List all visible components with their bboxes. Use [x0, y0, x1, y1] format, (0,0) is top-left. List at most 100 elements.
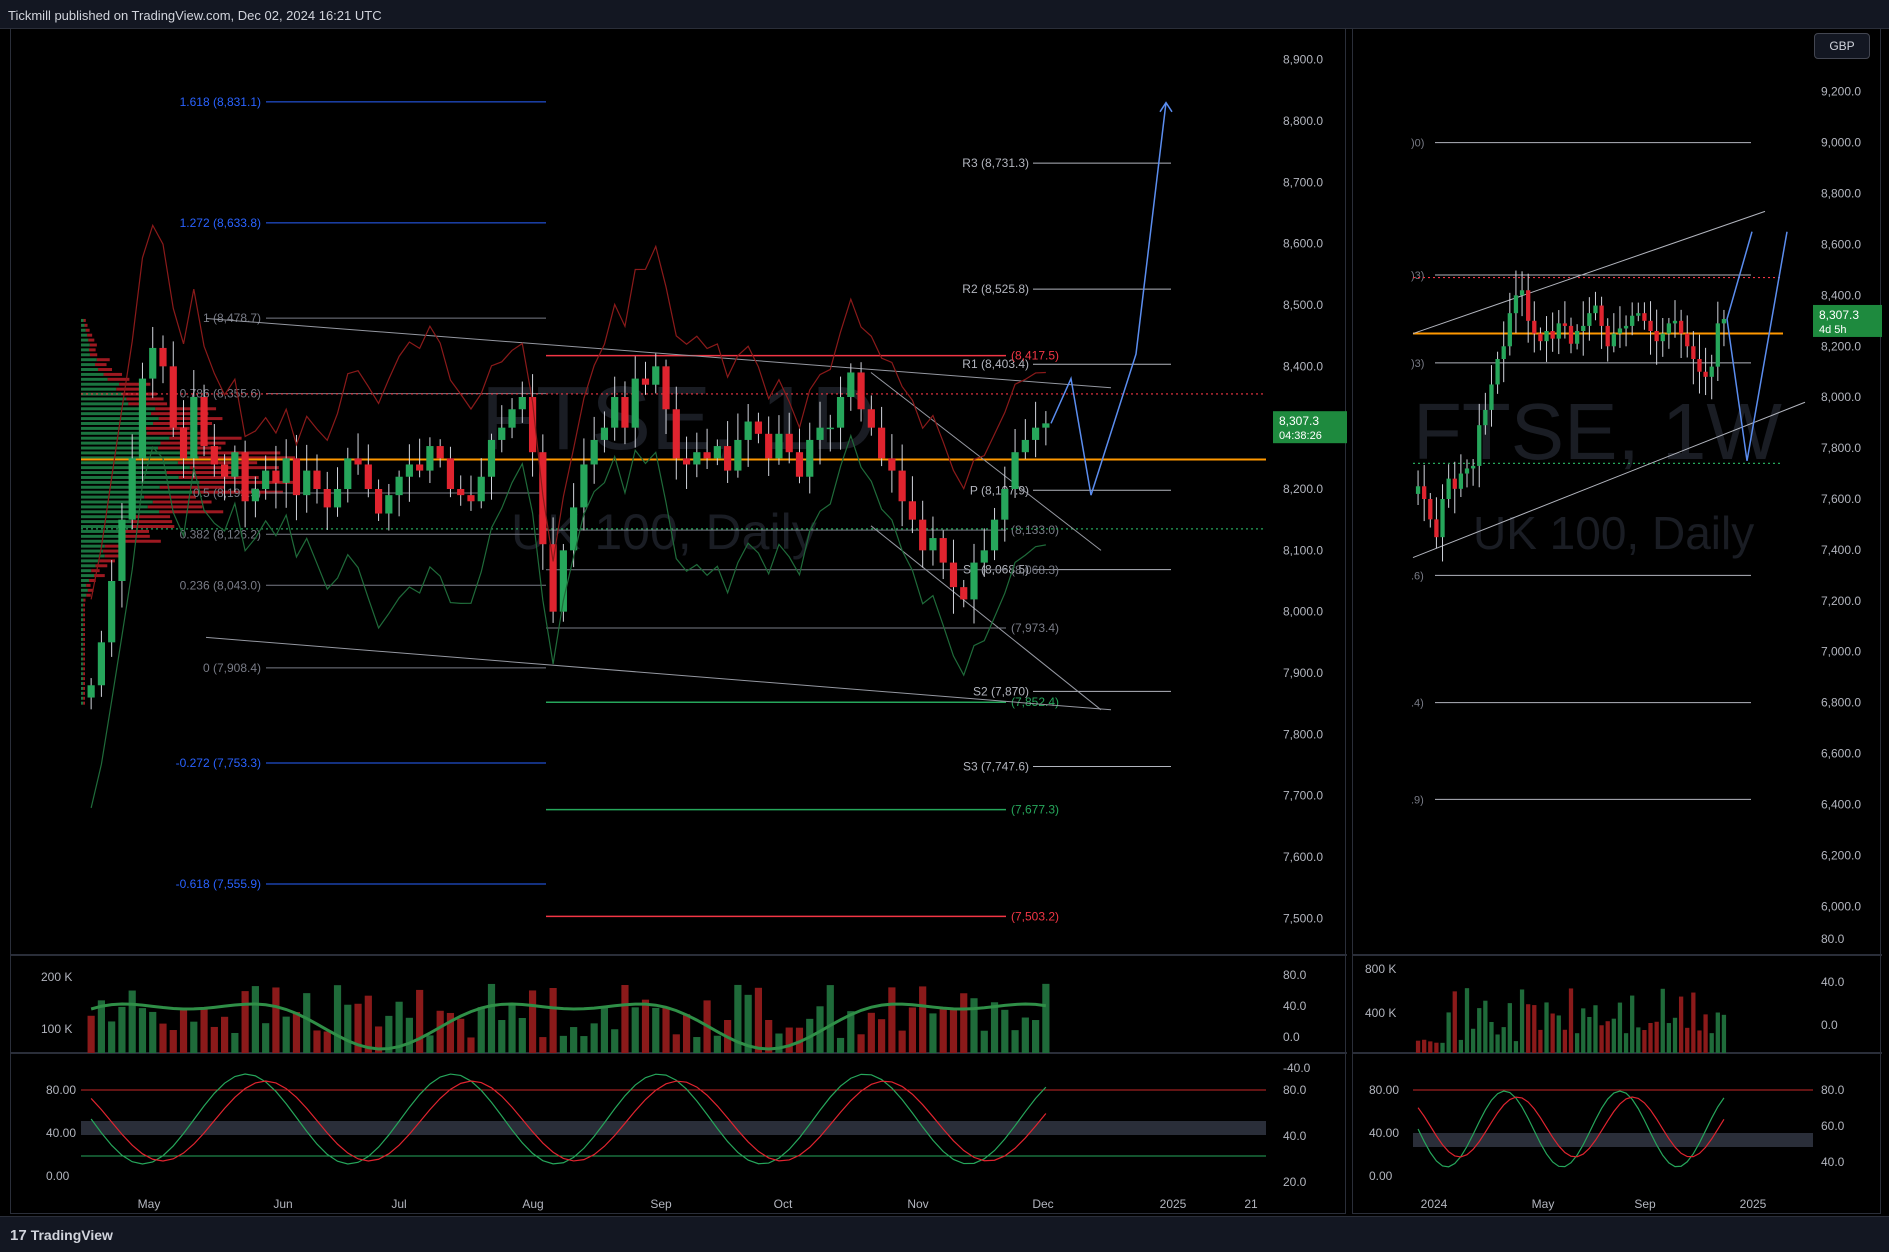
volume-profile-bar — [124, 539, 161, 543]
candle-body — [395, 476, 403, 496]
volume-bar — [333, 985, 342, 1053]
candle-body — [724, 446, 732, 471]
volume-bar — [1415, 1040, 1421, 1053]
time-axis-label: Dec — [1032, 1197, 1053, 1211]
weekly-chart-svg[interactable]: FTSE, 1W UK 100, Daily 9,200.0 9,000.0 8,800… — [1353, 29, 1882, 1215]
candle-body — [97, 642, 105, 686]
price-axis-label: 7,800.0 — [1283, 727, 1323, 741]
volume-profile-bar — [104, 554, 125, 558]
candle-body — [1666, 323, 1672, 334]
volume-bar — [1672, 1017, 1678, 1053]
volume-bar — [374, 1026, 383, 1053]
volume-bar — [898, 1030, 906, 1053]
level-label: (8,068.3) — [1011, 563, 1059, 577]
volume-bar — [693, 1037, 701, 1053]
volume-bar — [1703, 1014, 1708, 1053]
pivot-level-label: P (8,197.9) — [970, 483, 1029, 497]
volume-profile-bar — [81, 618, 84, 622]
candle-body — [1617, 328, 1623, 334]
volume-bar — [1464, 988, 1470, 1053]
projection-path — [1726, 231, 1753, 320]
pivot-level-label: R1 (8,403.4) — [962, 357, 1029, 371]
volume-profile-bar — [103, 372, 123, 376]
volume-bar — [1501, 1027, 1506, 1053]
price-axis-label: 6,800.0 — [1821, 696, 1861, 710]
volume-bar — [1550, 1013, 1555, 1053]
volume-bar — [1519, 989, 1525, 1053]
volume-bar — [1605, 1021, 1610, 1053]
volume-bar — [87, 1015, 95, 1053]
volume-bar — [775, 1033, 783, 1053]
volume-bar — [929, 1013, 937, 1053]
volume-profile-bar — [178, 475, 259, 479]
volume-bar — [1623, 1033, 1629, 1053]
volume-profile-bar — [81, 667, 84, 671]
candle-body — [1654, 331, 1659, 342]
candle-body — [590, 439, 598, 465]
candle-body — [374, 489, 383, 514]
volume-profile-bar — [89, 343, 97, 347]
volume-profile-bar — [81, 608, 84, 612]
fib-level-label: 0 (7,908.4) — [203, 661, 261, 675]
volume-bar — [960, 993, 968, 1053]
candle-body — [744, 421, 752, 440]
candle-body — [806, 439, 814, 477]
volume-bar — [1581, 1008, 1586, 1053]
currency-button[interactable]: GBP — [1814, 33, 1870, 59]
tradingview-logo[interactable]: 17 TradingView — [10, 1227, 113, 1244]
candle-body — [333, 489, 342, 508]
volume-bar — [436, 1010, 444, 1053]
candle-body — [1593, 305, 1598, 314]
volume-bar — [528, 990, 537, 1053]
candle-body — [1464, 468, 1470, 474]
time-axis-label: 21 — [1244, 1197, 1258, 1211]
volume-bar — [641, 999, 650, 1053]
time-axis-label: 2025 — [1160, 1197, 1187, 1211]
volume-bar — [241, 991, 249, 1053]
volume-profile-bar — [81, 358, 97, 362]
volume-bar — [1434, 1042, 1439, 1053]
daily-chart-panel[interactable]: FTSE, 1D UK 100, Daily 8,900.0 8,800.0 8,700… — [10, 28, 1347, 1215]
volume-profile-bar — [81, 642, 84, 646]
candle-body — [611, 397, 619, 428]
candle-body — [1001, 489, 1009, 520]
candle-body — [1556, 323, 1561, 339]
volume-bar — [231, 1032, 239, 1053]
volume-profile-bar — [81, 495, 145, 499]
volume-profile-bar — [95, 564, 108, 568]
volume-axis-label: 200 K — [41, 970, 72, 984]
candle-body — [1440, 499, 1445, 538]
volume-bar — [1483, 1000, 1488, 1053]
volume-profile-bar — [166, 471, 237, 475]
candle-body — [1574, 331, 1580, 344]
level-label: (7,973.4) — [1011, 621, 1059, 635]
volume-bar — [313, 1030, 321, 1053]
volume-profile-bar — [81, 412, 152, 416]
volume-bar — [1544, 1002, 1549, 1053]
volume-bar — [149, 1011, 157, 1053]
volume-bar — [1611, 1018, 1616, 1053]
candle-body — [1697, 359, 1702, 372]
volume-bar — [1599, 1025, 1604, 1053]
volume-profile-bar — [152, 500, 212, 504]
momentum-axis-label: 80.0 — [1283, 968, 1307, 982]
candle-body — [1550, 331, 1555, 339]
candle-body — [1623, 325, 1629, 329]
watermark-name: UK 100, Daily — [511, 504, 817, 560]
volume-profile-bar — [83, 691, 85, 695]
time-axis-label: Sep — [1634, 1197, 1656, 1211]
volume-profile-bar — [81, 554, 105, 558]
volume-profile-bar — [192, 490, 283, 494]
weekly-chart-panel[interactable]: FTSE, 1W UK 100, Daily 9,200.0 9,000.0 8,800… — [1352, 28, 1882, 1215]
volume-bar — [416, 989, 424, 1053]
candle-body — [888, 458, 896, 471]
volume-profile-bar — [91, 569, 100, 573]
volume-profile-bar — [118, 534, 150, 538]
volume-bar — [251, 986, 259, 1053]
candle-body — [169, 366, 177, 428]
volume-profile-bar — [81, 441, 161, 445]
volume-profile-bar — [81, 382, 120, 386]
candle-body — [1032, 427, 1040, 440]
level-label: (8,417.5) — [1011, 349, 1059, 363]
